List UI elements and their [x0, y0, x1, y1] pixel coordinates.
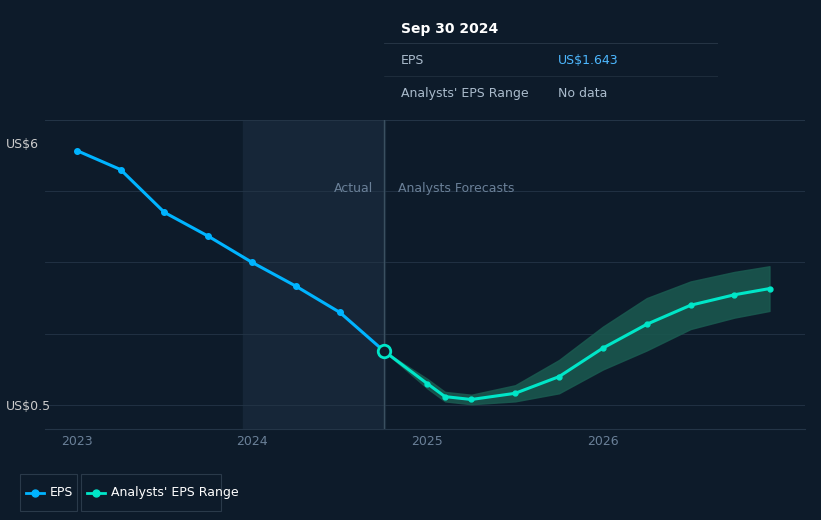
Text: Sep 30 2024: Sep 30 2024 [401, 22, 498, 36]
Text: Actual: Actual [334, 182, 373, 195]
Text: No data: No data [558, 87, 608, 100]
Text: Analysts Forecasts: Analysts Forecasts [397, 182, 514, 195]
Text: EPS: EPS [49, 486, 73, 499]
Text: Analysts' EPS Range: Analysts' EPS Range [111, 486, 238, 499]
FancyBboxPatch shape [81, 474, 222, 511]
Bar [243, 120, 385, 429]
Text: US$1.643: US$1.643 [558, 54, 618, 67]
Text: Analysts' EPS Range: Analysts' EPS Range [401, 87, 529, 100]
Text: EPS: EPS [401, 54, 424, 67]
FancyBboxPatch shape [20, 474, 77, 511]
